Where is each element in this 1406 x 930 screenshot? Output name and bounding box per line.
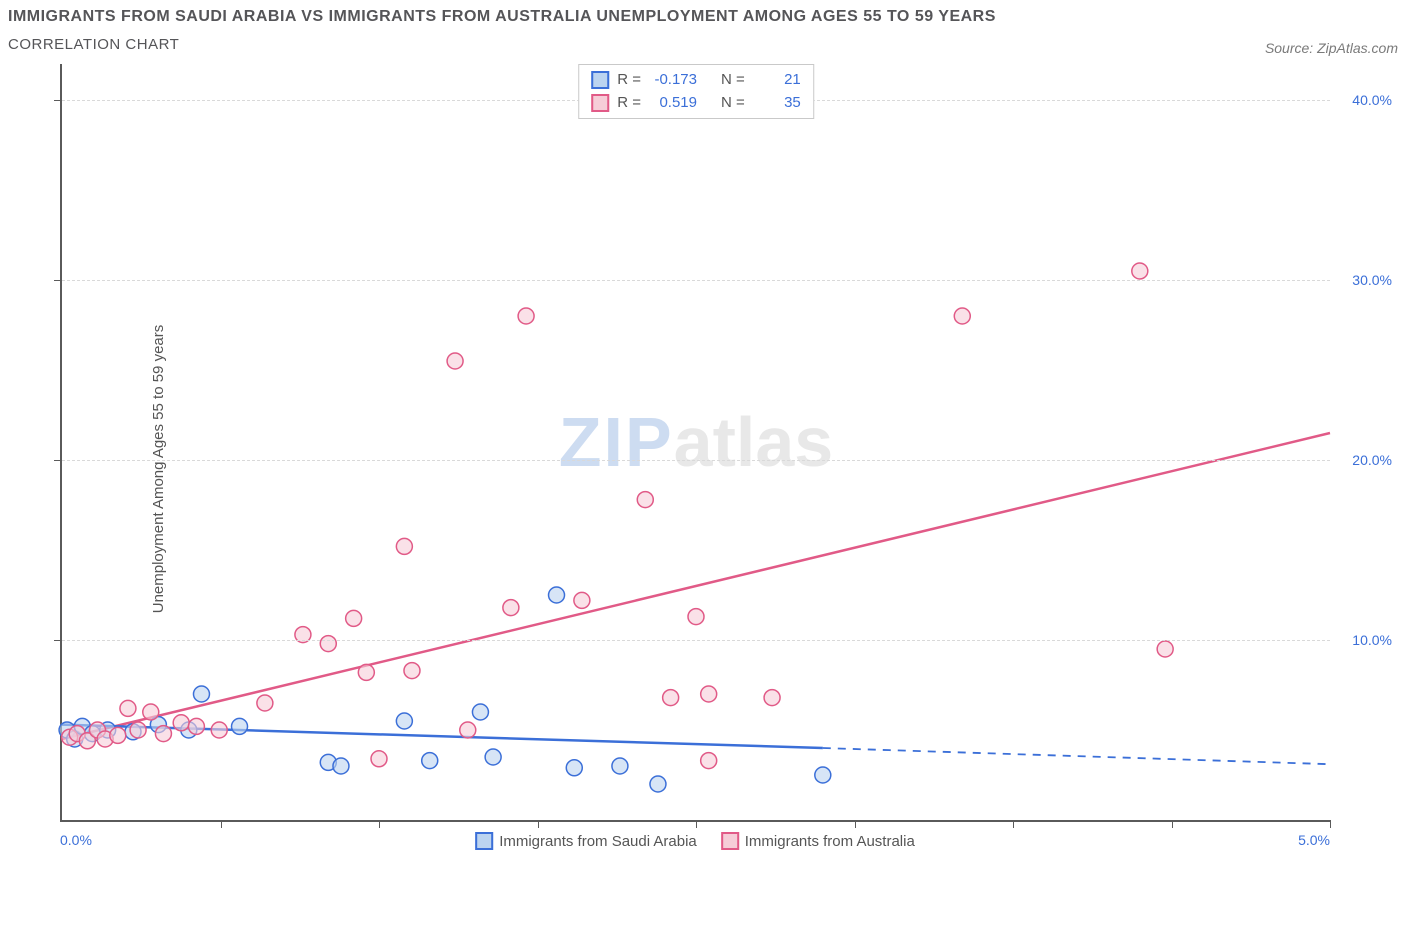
swatch-saudi (591, 71, 609, 89)
data-point-australia (1157, 641, 1173, 657)
gridline (62, 640, 1330, 641)
data-point-saudi (472, 704, 488, 720)
n-label: N = (721, 69, 745, 92)
data-point-saudi (422, 753, 438, 769)
x-tick (1172, 820, 1173, 828)
data-point-australia (173, 715, 189, 731)
plot-wrap: Unemployment Among Ages 55 to 59 years Z… (8, 64, 1398, 874)
x-tick (379, 820, 380, 828)
x-tick (696, 820, 697, 828)
stats-row-australia: R = 0.519 N = 35 (591, 92, 801, 115)
r-label: R = (617, 69, 641, 92)
data-point-australia (130, 722, 146, 738)
data-point-australia (396, 538, 412, 554)
data-point-australia (188, 718, 204, 734)
y-tick-label: 20.0% (1352, 452, 1392, 468)
data-point-australia (701, 686, 717, 702)
gridline (62, 460, 1330, 461)
legend-label-saudi: Immigrants from Saudi Arabia (499, 833, 697, 850)
data-point-saudi (232, 718, 248, 734)
r-value-australia: 0.519 (649, 92, 697, 115)
swatch-australia-bottom (721, 832, 739, 850)
n-label: N = (721, 92, 745, 115)
swatch-saudi-bottom (475, 832, 493, 850)
gridline (62, 280, 1330, 281)
r-label: R = (617, 92, 641, 115)
data-point-australia (320, 636, 336, 652)
x-max-label: 5.0% (1298, 832, 1330, 848)
data-point-australia (371, 751, 387, 767)
legend-item-saudi: Immigrants from Saudi Arabia (475, 832, 697, 850)
data-point-australia (447, 353, 463, 369)
data-point-saudi (549, 587, 565, 603)
y-tick (54, 460, 62, 461)
data-point-australia (120, 700, 136, 716)
plot-area: ZIPatlas R = -0.173 N = 21 R = 0.519 N = (60, 64, 1330, 822)
data-point-australia (503, 600, 519, 616)
data-point-saudi (333, 758, 349, 774)
y-tick-label: 10.0% (1352, 632, 1392, 648)
legend-label-australia: Immigrants from Australia (745, 833, 915, 850)
data-point-australia (663, 690, 679, 706)
source-label: Source: ZipAtlas.com (1265, 40, 1398, 56)
swatch-australia (591, 94, 609, 112)
data-point-australia (404, 663, 420, 679)
y-tick (54, 280, 62, 281)
data-point-australia (701, 753, 717, 769)
stats-row-saudi: R = -0.173 N = 21 (591, 69, 801, 92)
data-point-saudi (485, 749, 501, 765)
plot-svg (62, 64, 1330, 820)
data-point-australia (637, 492, 653, 508)
data-point-australia (257, 695, 273, 711)
regression-extension-saudi (823, 748, 1330, 764)
chart-title: IMMIGRANTS FROM SAUDI ARABIA VS IMMIGRAN… (8, 8, 996, 26)
data-point-saudi (193, 686, 209, 702)
data-point-australia (574, 592, 590, 608)
x-tick (1330, 820, 1331, 828)
data-point-australia (688, 609, 704, 625)
n-value-saudi: 21 (753, 69, 801, 92)
n-value-australia: 35 (753, 92, 801, 115)
x-axis-labels: 0.0% Immigrants from Saudi Arabia Immigr… (60, 828, 1330, 868)
data-point-australia (346, 610, 362, 626)
chart-subtitle: CORRELATION CHART (8, 36, 996, 53)
data-point-saudi (396, 713, 412, 729)
data-point-australia (358, 664, 374, 680)
data-point-australia (954, 308, 970, 324)
r-value-saudi: -0.173 (649, 69, 697, 92)
data-point-saudi (566, 760, 582, 776)
data-point-australia (110, 727, 126, 743)
bottom-legend: Immigrants from Saudi Arabia Immigrants … (475, 832, 915, 850)
x-tick (538, 820, 539, 828)
y-tick (54, 640, 62, 641)
data-point-australia (518, 308, 534, 324)
data-point-australia (211, 722, 227, 738)
data-point-australia (764, 690, 780, 706)
x-origin-label: 0.0% (60, 832, 92, 848)
data-point-saudi (650, 776, 666, 792)
x-tick (1013, 820, 1014, 828)
data-point-australia (1132, 263, 1148, 279)
legend-item-australia: Immigrants from Australia (721, 832, 915, 850)
title-row: IMMIGRANTS FROM SAUDI ARABIA VS IMMIGRAN… (8, 8, 1398, 56)
x-tick (221, 820, 222, 828)
data-point-australia (155, 726, 171, 742)
data-point-australia (460, 722, 476, 738)
regression-line-australia (62, 433, 1330, 739)
y-tick-label: 40.0% (1352, 92, 1392, 108)
chart-container: IMMIGRANTS FROM SAUDI ARABIA VS IMMIGRAN… (8, 8, 1398, 874)
data-point-saudi (815, 767, 831, 783)
y-tick-label: 30.0% (1352, 272, 1392, 288)
stats-legend-box: R = -0.173 N = 21 R = 0.519 N = 35 (578, 64, 814, 119)
x-tick (855, 820, 856, 828)
data-point-australia (143, 704, 159, 720)
data-point-saudi (612, 758, 628, 774)
y-tick (54, 100, 62, 101)
